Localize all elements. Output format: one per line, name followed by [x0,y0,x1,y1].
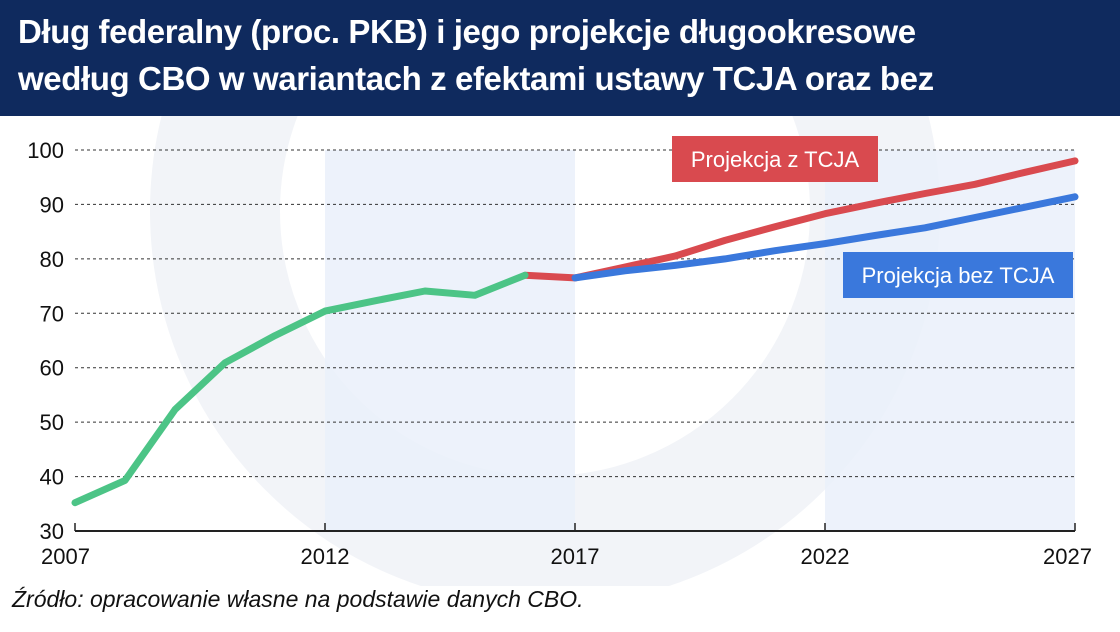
series-labels: Projekcja z TCJA Projekcja bez TCJA [672,136,1073,298]
x-tick-label: 2012 [301,544,350,569]
series-label-text: Projekcja z TCJA [691,147,860,172]
chart-title-line-1: Dług federalny (proc. PKB) i jego projek… [18,13,916,50]
series-line-0 [71,271,529,507]
x-tick-label: 2027 [1043,544,1092,569]
shaded-band-1 [825,150,1075,531]
y-tick-label: 30 [40,519,64,544]
shaded-bands [325,150,1075,531]
series-label-box [843,252,1073,298]
x-tick-label: 2017 [551,544,600,569]
chart-title-line-2: według CBO w wariantach z efektami ustaw… [18,60,934,97]
y-tick-label: 80 [40,247,64,272]
line-chart: 30 40 50 60 70 80 90 100 2007 2012 2017 2022 2027 Pr… [27,116,1092,586]
x-tick-label: 2007 [41,544,90,569]
header-banner: Dług federalny (proc. PKB) i jego projek… [0,0,1120,116]
series-lines [71,157,1079,507]
shaded-band-0 [325,150,575,531]
y-tick-label: 100 [27,138,64,163]
series-label-box [672,136,878,182]
y-tick-label: 90 [40,192,64,217]
grid-lines [75,149,1075,478]
y-tick-label: 60 [40,356,64,381]
series-line-2 [571,193,1079,282]
x-tick-label: 2022 [801,544,850,569]
y-tick-label: 70 [40,301,64,326]
series-label-text: Projekcja bez TCJA [862,263,1055,288]
y-tick-label: 40 [40,465,64,490]
series-label-0: Projekcja z TCJA [672,136,878,182]
series-label-1: Projekcja bez TCJA [843,252,1073,298]
source-note: Źródło: opracowanie własne na podstawie … [12,586,584,612]
y-tick-label: 50 [40,410,64,435]
axes: 30 40 50 60 70 80 90 100 2007 2012 2017 2022 2027 [27,138,1092,569]
